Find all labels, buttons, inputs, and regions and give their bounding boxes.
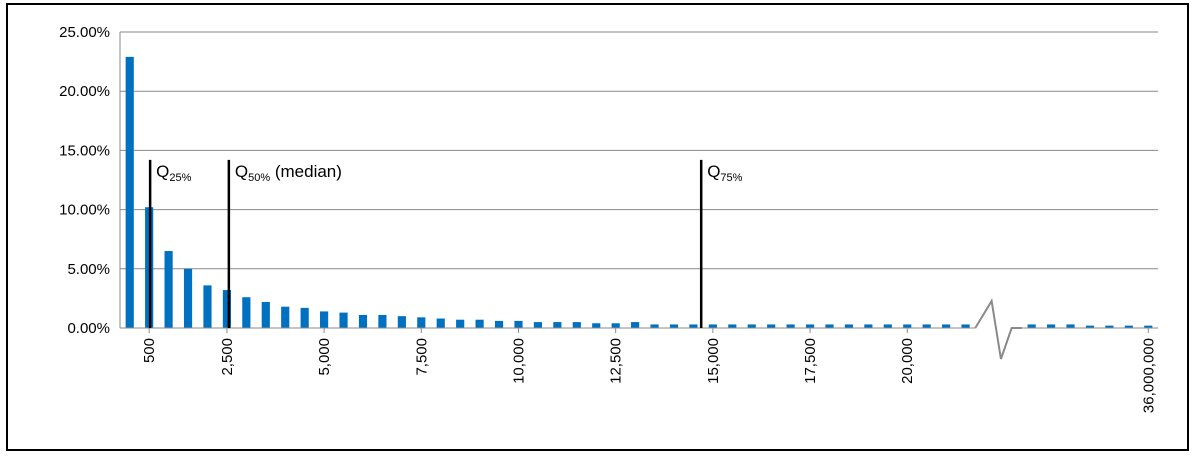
- bar: [125, 56, 134, 328]
- bar: [689, 324, 698, 328]
- y-tick-label: 10.00%: [59, 202, 110, 219]
- x-tick-label: 500: [141, 338, 158, 363]
- bar: [1144, 325, 1153, 328]
- x-tick-label: 7,500: [413, 338, 430, 376]
- bar: [475, 319, 484, 328]
- bar: [592, 323, 601, 328]
- x-axis-tick-labels: 500 2,500 5,000 7,500 10,000 12,500 15,000 17,5…: [141, 338, 1157, 413]
- y-axis-tick-labels: 0.00% 5.00% 10.00% 15.00% 20.00% 25.00%: [59, 24, 110, 337]
- quantile-label: Q50% (median): [235, 162, 342, 184]
- quantile-label-subscript: 75%: [720, 172, 742, 184]
- bar: [728, 324, 737, 328]
- gridlines: [120, 31, 1158, 270]
- bar: [572, 322, 581, 328]
- bar: [669, 324, 679, 328]
- bar: [514, 320, 523, 328]
- bar: [378, 314, 387, 328]
- chart-frame: 0.00% 5.00% 10.00% 15.00% 20.00% 25.00% 500 2,…: [6, 3, 1189, 451]
- y-tick-label: 20.00%: [59, 83, 110, 100]
- x-tick-label: 12,500: [608, 338, 625, 384]
- x-tick-label: 15,000: [705, 338, 722, 384]
- quantile-label: Q75%: [707, 162, 742, 184]
- bar: [533, 322, 543, 328]
- x-tick-label: 20,000: [899, 338, 916, 384]
- bar: [222, 290, 231, 328]
- y-tick-label: 25.00%: [59, 24, 110, 41]
- bar: [611, 323, 620, 328]
- y-tick-label: 15.00%: [59, 142, 110, 159]
- bar: [1066, 324, 1075, 328]
- bar: [300, 307, 309, 328]
- quantile-label-name: Q: [707, 162, 720, 181]
- bar: [631, 322, 640, 328]
- bar: [825, 324, 834, 328]
- bar: [767, 324, 776, 328]
- axis-break-mark: [974, 298, 1022, 360]
- bar: [183, 268, 193, 328]
- bar: [650, 324, 659, 328]
- quantile-label-subscript: 25%: [169, 172, 191, 184]
- bar: [786, 324, 795, 328]
- bar: [339, 312, 348, 328]
- y-tick-label: 5.00%: [67, 261, 110, 278]
- bar: [1105, 325, 1114, 328]
- bar: [358, 314, 368, 328]
- axes: [119, 32, 1158, 360]
- x-tick-label: 36,000,000: [1140, 338, 1157, 413]
- bar: [397, 316, 406, 328]
- bar: [494, 320, 504, 328]
- bar: [553, 322, 562, 328]
- bar: [708, 324, 717, 328]
- bar: [1124, 325, 1133, 328]
- bar: [864, 324, 873, 328]
- quantile-label-name: Q: [235, 162, 248, 181]
- bar: [844, 324, 854, 328]
- quantile-label-name: Q: [156, 162, 169, 181]
- bar-chart: 0.00% 5.00% 10.00% 15.00% 20.00% 25.00% 500 2,…: [59, 24, 1158, 413]
- y-tick-label: 0.00%: [67, 320, 110, 337]
- bar: [1047, 324, 1056, 328]
- bar: [320, 311, 329, 328]
- quantile-markers: Q25% Q50% (median) Q75%: [148, 159, 743, 328]
- bar: [942, 324, 951, 328]
- bar: [436, 318, 445, 328]
- bar: [281, 306, 290, 328]
- x-tick-label: 2,500: [219, 338, 236, 376]
- bar: [242, 297, 251, 328]
- x-tick-label: 5,000: [316, 338, 333, 376]
- bar: [903, 324, 912, 328]
- quantile-label-subscript: 50%: [248, 172, 270, 184]
- bar: [456, 319, 465, 328]
- bar: [164, 251, 173, 328]
- quantile-label: Q25%: [156, 162, 191, 184]
- bar: [747, 324, 756, 328]
- x-tick-label: 17,500: [802, 338, 819, 384]
- quantile-label-extra: (median): [270, 162, 342, 181]
- x-tick-label: 10,000: [510, 338, 527, 384]
- bar: [922, 324, 931, 328]
- bar: [961, 324, 970, 328]
- bar: [805, 324, 815, 328]
- bar: [1027, 324, 1036, 328]
- bar: [1085, 325, 1095, 328]
- bar: [261, 301, 270, 328]
- bars: [125, 56, 1153, 328]
- bar: [883, 324, 892, 328]
- bar: [203, 285, 212, 328]
- bar: [417, 317, 426, 328]
